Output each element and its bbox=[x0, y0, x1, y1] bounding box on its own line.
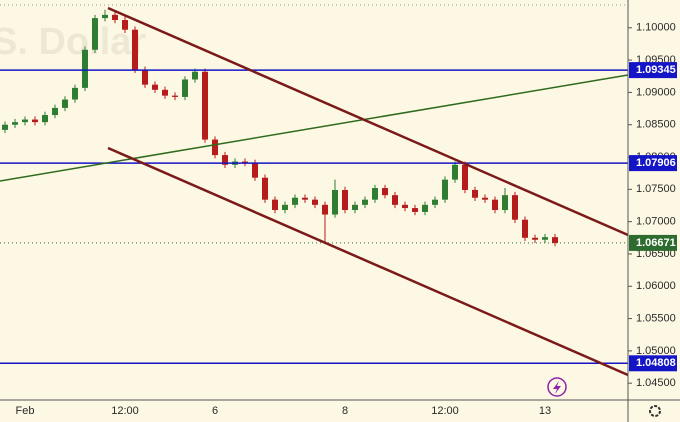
x-tick-label: 12:00 bbox=[431, 405, 459, 417]
candle-body bbox=[472, 189, 478, 198]
candle-body bbox=[202, 71, 208, 140]
y-tick-label: 1.07000 bbox=[636, 216, 676, 228]
y-tick-label: 1.06000 bbox=[636, 280, 676, 292]
level-label: 1.04808 bbox=[636, 357, 676, 369]
candle-body bbox=[182, 79, 188, 97]
channel-line bbox=[107, 146, 629, 377]
y-tick-label: 1.10000 bbox=[636, 22, 676, 34]
last-price-label: 1.06671 bbox=[636, 237, 676, 249]
candle-body bbox=[512, 195, 518, 220]
candle-body bbox=[262, 177, 268, 200]
last-price-bg bbox=[629, 234, 677, 251]
candle-body bbox=[462, 164, 468, 190]
watermark: S. Dollar bbox=[0, 21, 146, 63]
candle-body bbox=[112, 14, 118, 21]
candle-body bbox=[222, 155, 228, 165]
candle-body bbox=[522, 219, 528, 238]
candle-body bbox=[132, 29, 138, 70]
settings-icon[interactable] bbox=[649, 405, 661, 417]
candle-body bbox=[302, 197, 308, 200]
candle-body bbox=[142, 69, 148, 85]
alert-icon[interactable] bbox=[547, 377, 567, 397]
candle-body bbox=[272, 199, 278, 211]
candle-body bbox=[452, 164, 458, 180]
candle-body bbox=[332, 189, 338, 215]
candle-body bbox=[282, 204, 288, 211]
candle-body bbox=[422, 204, 428, 212]
candle-body bbox=[532, 237, 538, 240]
trend-line bbox=[0, 74, 629, 182]
candle-body bbox=[152, 84, 158, 90]
candle-body bbox=[372, 188, 378, 200]
level-label-bg bbox=[629, 355, 677, 372]
candle-body bbox=[2, 124, 8, 130]
candle-body bbox=[322, 204, 328, 215]
candle-body bbox=[12, 122, 18, 125]
candle-body bbox=[162, 89, 168, 96]
x-tick-label: 8 bbox=[342, 405, 348, 417]
x-tick-label: Feb bbox=[16, 405, 35, 417]
candle-body bbox=[342, 189, 348, 211]
candle-body bbox=[242, 161, 248, 163]
candle-body bbox=[432, 199, 438, 205]
level-label: 1.09345 bbox=[636, 64, 676, 76]
candle-body bbox=[192, 71, 198, 80]
y-tick-label: 1.08500 bbox=[636, 119, 676, 131]
candle-body bbox=[62, 99, 68, 108]
level-label-bg bbox=[629, 155, 677, 172]
x-tick-label: 13 bbox=[539, 405, 551, 417]
candle-body bbox=[212, 139, 218, 156]
y-tick-label: 1.09000 bbox=[636, 86, 676, 98]
x-tick-label: 6 bbox=[212, 405, 218, 417]
candle-body bbox=[32, 119, 38, 123]
level-label-bg bbox=[629, 62, 677, 79]
candle-body bbox=[352, 204, 358, 211]
candle-body bbox=[542, 237, 548, 240]
candle-body bbox=[492, 199, 498, 211]
candle-body bbox=[312, 199, 318, 205]
channel-line bbox=[107, 6, 629, 237]
y-tick-label: 1.07500 bbox=[636, 183, 676, 195]
candle-body bbox=[82, 49, 88, 88]
candle-body bbox=[362, 199, 368, 205]
candle-body bbox=[42, 115, 48, 123]
candle-body bbox=[552, 237, 558, 243]
candle-body bbox=[392, 195, 398, 205]
level-label: 1.07906 bbox=[636, 157, 676, 169]
candle-body bbox=[482, 197, 488, 200]
candle-body bbox=[92, 18, 98, 50]
candle-body bbox=[442, 179, 448, 200]
candle-body bbox=[252, 162, 258, 178]
y-tick-label: 1.05000 bbox=[636, 345, 676, 357]
candle-body bbox=[22, 119, 28, 123]
alert-icon-bolt bbox=[553, 381, 561, 394]
candle-body bbox=[172, 95, 178, 97]
candle-body bbox=[412, 208, 418, 212]
candle-body bbox=[52, 107, 58, 116]
candle-body bbox=[402, 204, 408, 209]
x-tick-label: 12:00 bbox=[111, 405, 139, 417]
y-tick-label: 1.04500 bbox=[636, 377, 676, 389]
axis: 1.100001.095001.090001.085001.080001.075… bbox=[16, 22, 677, 417]
candle-body bbox=[292, 197, 298, 205]
candle-body bbox=[72, 87, 78, 100]
candle-body bbox=[122, 20, 128, 30]
y-tick-label: 1.05500 bbox=[636, 312, 676, 324]
candle-body bbox=[502, 195, 508, 211]
candle-body bbox=[382, 188, 388, 196]
candle-body bbox=[102, 14, 108, 19]
